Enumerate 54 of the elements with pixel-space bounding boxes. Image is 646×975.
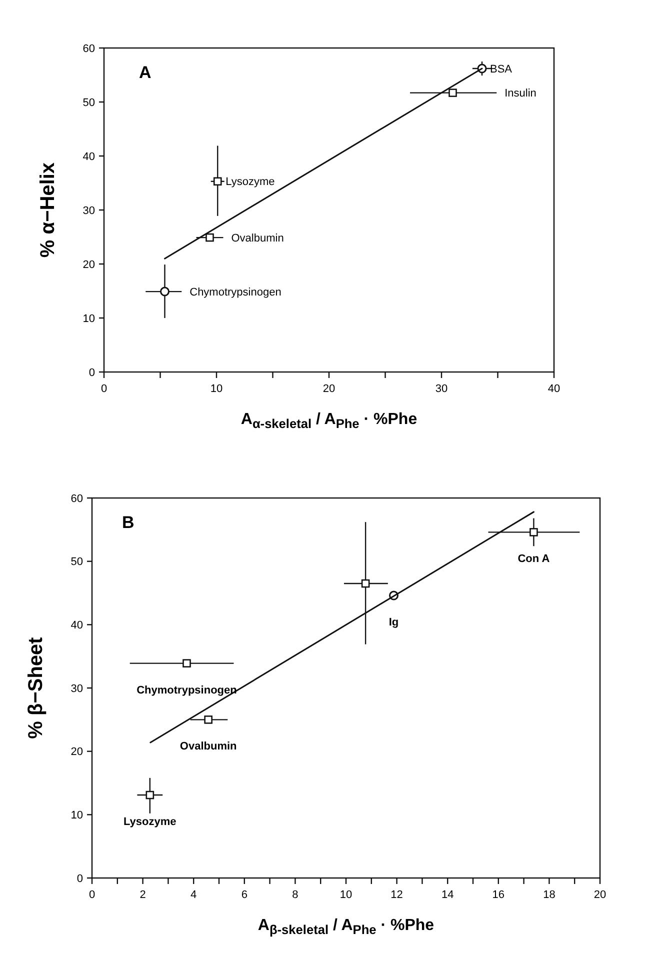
x-axis-title: A$_{β-skeletal}$ / A$_{Phe}$ · %Phe: [258, 917, 434, 937]
annotation: A: [139, 63, 152, 82]
point: [448, 88, 457, 97]
point: [182, 659, 191, 668]
y-tick-label: 60: [82, 42, 95, 55]
point: [204, 716, 212, 724]
y-tick-label: 50: [82, 96, 95, 109]
annotation: Chymotrypsinogen: [136, 684, 238, 696]
y-tick-label: 30: [82, 204, 95, 217]
annotation: Ovalbumin: [231, 232, 284, 244]
y-tick-label: 20: [82, 258, 95, 271]
point: [160, 286, 170, 296]
y-tick-label: 20: [70, 746, 83, 758]
x-tick-label: 40: [548, 383, 560, 395]
y-tick-label: 10: [70, 810, 83, 822]
y-tick-label: 30: [70, 682, 83, 695]
y-tick-label: 60: [70, 492, 83, 505]
annotation: BSA: [490, 63, 513, 76]
point: [213, 177, 222, 186]
y-tick-label: 40: [70, 620, 83, 632]
annotation: Ovalbumin: [180, 740, 238, 753]
x-tick-label: 18: [543, 889, 556, 901]
annotation: B: [122, 513, 134, 532]
x-tick-label: 30: [435, 383, 448, 395]
y-axis-title: % α−Helix: [37, 162, 59, 258]
y-tick-label: 50: [70, 556, 83, 568]
x-tick-label: 16: [492, 889, 505, 901]
point: [206, 233, 214, 242]
x-tick-label: 2: [140, 889, 146, 901]
annotation: Insulin: [504, 88, 536, 100]
x-tick-label: 12: [390, 889, 403, 901]
x-axis-title: A$_{α-skeletal}$ / A$_{Phe}$ · %Phe: [240, 411, 418, 431]
y-tick-label: 10: [82, 312, 95, 325]
y-tick-label: 0: [88, 366, 95, 379]
x-tick-label: 10: [340, 889, 352, 901]
x-tick-label: 10: [210, 383, 223, 395]
y-axis-title: % β−Sheet: [25, 636, 47, 739]
annotation: Lysozyme: [226, 176, 275, 188]
annotation: Chymotrypsinogen: [190, 286, 282, 298]
x-tick-label: 6: [241, 889, 248, 901]
point: [530, 528, 538, 536]
x-tick-label: 20: [322, 383, 336, 395]
y-tick-label: 0: [76, 872, 83, 885]
point: [146, 790, 154, 800]
x-tick-label: 20: [594, 889, 606, 901]
x-tick-label: 8: [292, 889, 298, 901]
point: [361, 579, 370, 588]
x-tick-label: 0: [100, 383, 108, 395]
annotation: Con A: [518, 553, 550, 566]
x-tick-label: 4: [190, 889, 197, 901]
y-tick-label: 40: [82, 150, 95, 163]
x-tick-label: 14: [441, 889, 454, 901]
annotation: Lysozyme: [124, 816, 176, 828]
annotation: Ig: [388, 616, 399, 629]
